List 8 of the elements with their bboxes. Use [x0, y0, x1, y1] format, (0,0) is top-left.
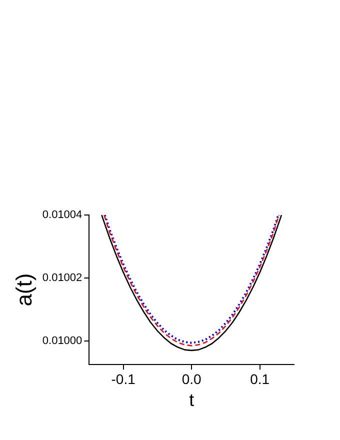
x-tick-label: 0.1 [250, 370, 270, 387]
y-tick-label: 0.01002 [42, 272, 82, 284]
x-tick-label: 0.0 [182, 370, 202, 387]
x-tick-label: -0.1 [111, 370, 136, 387]
y-tick-label: 0.01000 [42, 335, 82, 348]
y-axis-title: a(t) [11, 273, 36, 306]
y-tick-label: 0.01004 [42, 209, 82, 222]
x-axis-title: t [189, 390, 194, 410]
